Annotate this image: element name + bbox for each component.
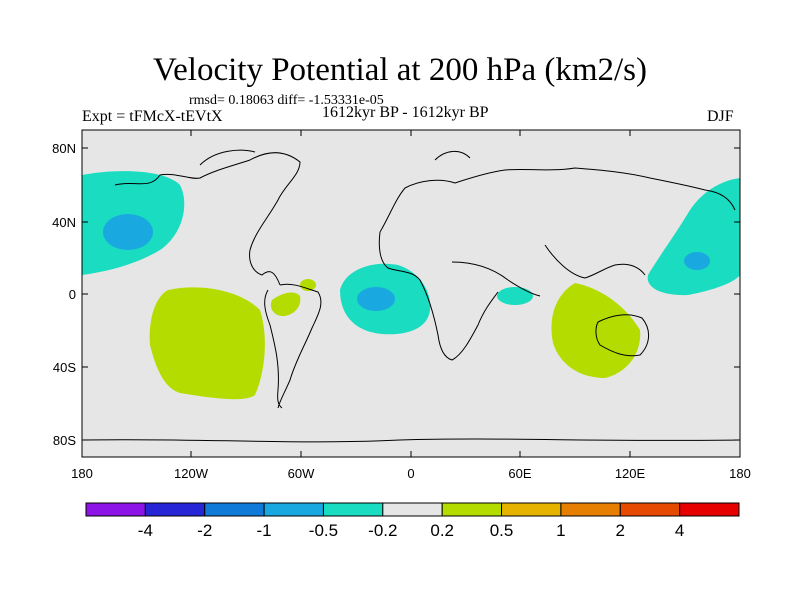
colorbar-swatch	[144, 502, 206, 517]
contour-east-pacific-pos	[149, 287, 265, 400]
colorbar-swatch	[204, 502, 265, 517]
lon-label-180e: 180	[729, 466, 751, 481]
colorbar-label: -0.5	[309, 521, 338, 540]
period-label: 1612kyr BP - 1612kyr BP	[322, 104, 489, 121]
colorbar-label: 0.2	[430, 521, 454, 540]
lat-label-80s: 80S	[53, 433, 76, 448]
lat-label-0: 0	[69, 287, 76, 302]
colorbar-label: -0.2	[368, 521, 397, 540]
colorbar-swatch	[619, 502, 681, 517]
colorbar-swatch	[679, 502, 740, 517]
colorbar-swatch	[263, 502, 324, 517]
latitude-labels: 80N 40N 0 40S 80S	[52, 141, 76, 448]
coastlines	[82, 149, 740, 443]
contour-south-america-pos-small	[300, 279, 316, 291]
contour-west-pacific-core	[684, 252, 710, 270]
colorbar-swatch	[85, 502, 146, 517]
colorbar-label: -2	[197, 521, 212, 540]
contour-north-pacific-core	[103, 214, 153, 250]
lat-label-80n: 80N	[52, 141, 76, 156]
contour-west-pacific-neg	[647, 178, 740, 296]
colorbar: -4 -2 -1 -0.5 -0.2 0.2 0.5 1 2 4	[85, 502, 740, 540]
longitude-axis	[81, 130, 631, 457]
contour-fields	[82, 149, 740, 443]
lon-label-180w: 180	[71, 466, 93, 481]
experiment-label: Expt = tFMcX-tEVtX	[82, 108, 223, 125]
longitude-labels: 180 120W 60W 0 60E 120E 180	[71, 466, 751, 481]
lon-label-0: 0	[407, 466, 414, 481]
colorbar-swatch	[560, 502, 621, 517]
plot-title: Velocity Potential at 200 hPa (km2/s)	[152, 52, 648, 88]
colorbar-label: -4	[138, 521, 153, 540]
colorbar-label: 2	[616, 521, 625, 540]
colorbar-label: 4	[675, 521, 684, 540]
lon-label-120e: 120E	[615, 466, 646, 481]
contour-indian-neg	[497, 287, 533, 305]
latitude-axis	[82, 147, 740, 441]
lat-label-40s: 40S	[53, 360, 76, 375]
colorbar-swatch	[322, 502, 384, 517]
lon-label-60w: 60W	[288, 466, 315, 481]
colorbar-swatch	[501, 502, 562, 517]
colorbar-label: 1	[556, 521, 565, 540]
colorbar-swatch	[441, 502, 503, 517]
lat-label-40n: 40N	[52, 215, 76, 230]
colorbar-swatch	[382, 502, 443, 517]
stats-label: rmsd= 0.18063 diff= -1.53331e-05	[189, 93, 384, 108]
lon-label-120w: 120W	[174, 466, 209, 481]
season-label: DJF	[707, 108, 734, 125]
colorbar-label: 0.5	[490, 521, 514, 540]
contour-south-america-pos	[270, 292, 301, 317]
lon-label-60e: 60E	[508, 466, 531, 481]
colorbar-label: -1	[257, 521, 272, 540]
contour-atlantic-core	[357, 287, 395, 311]
